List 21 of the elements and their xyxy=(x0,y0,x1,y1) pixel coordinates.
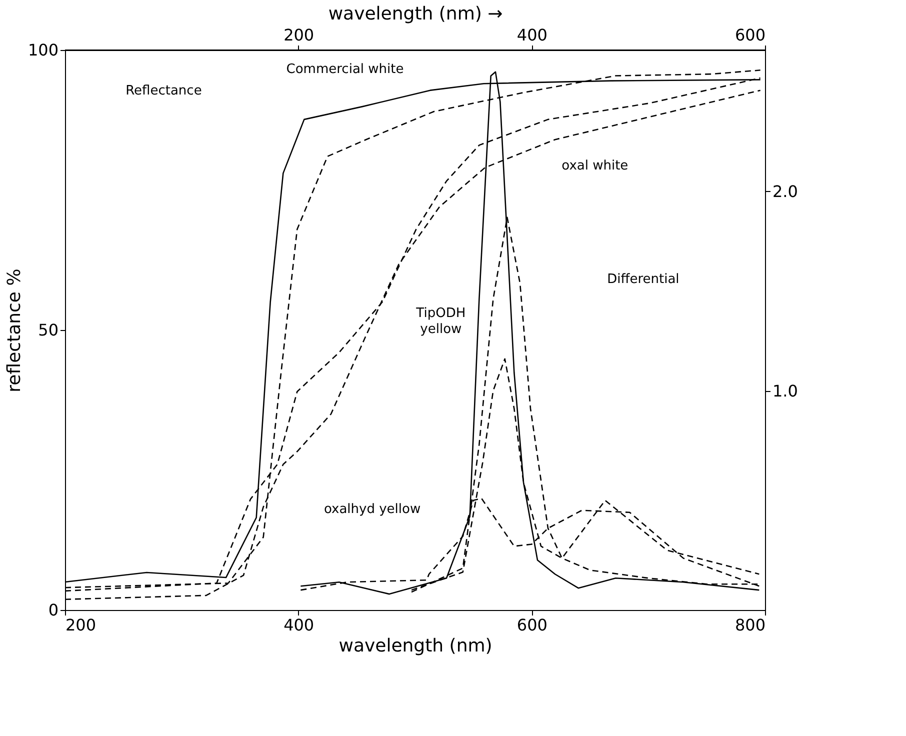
annotation: oxalhyd yellow xyxy=(324,502,421,518)
y-tick-label: 0 xyxy=(48,600,58,620)
x-tick-label: 800 xyxy=(734,616,766,634)
x-tick-label: 200 xyxy=(66,616,96,634)
y2-tick-label: 1.0 xyxy=(772,381,798,400)
x2-tick-label: 600 xyxy=(734,26,766,44)
x-tick-label: 400 xyxy=(284,616,314,634)
annotation: Differential xyxy=(607,272,680,288)
y-axis-title: reflectance % xyxy=(4,268,25,392)
x2-tick-label: 200 xyxy=(284,26,314,44)
annotation: oxal white xyxy=(562,158,628,174)
y2-tick-label: 2.0 xyxy=(772,182,798,201)
annotation: TipODH yellow xyxy=(415,306,466,338)
x-axis-title: wavelength (nm) xyxy=(338,636,492,656)
y-tick-label: 100 xyxy=(28,40,58,60)
annotation: Commercial white xyxy=(286,62,404,78)
x-tick-label: 600 xyxy=(516,616,548,634)
x2-tick-label: 400 xyxy=(516,26,548,44)
annotation: Reflectance xyxy=(126,83,202,98)
x2-axis-title: wavelength (nm) → xyxy=(328,4,503,24)
y-tick-label: 50 xyxy=(38,320,58,340)
